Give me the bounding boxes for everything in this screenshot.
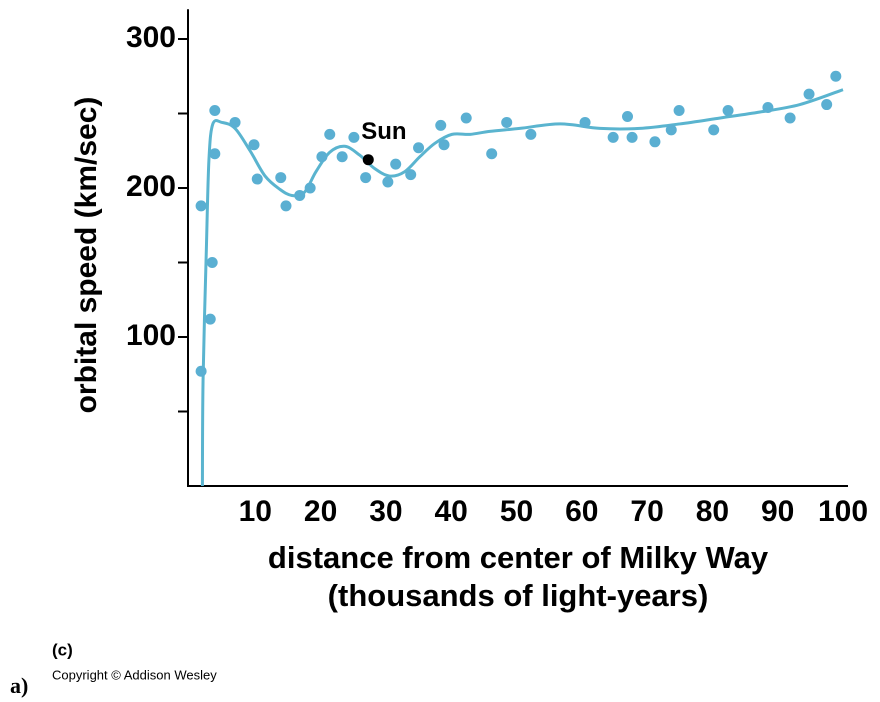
x-tick-label: 40 bbox=[435, 495, 468, 528]
data-point bbox=[649, 136, 661, 148]
x-axis-label: distance from center of Milky Way bbox=[268, 540, 769, 575]
x-axis-label: (thousands of light-years) bbox=[328, 578, 709, 613]
sun-label: Sun bbox=[361, 118, 406, 145]
data-point bbox=[438, 139, 450, 151]
data-point bbox=[821, 99, 833, 111]
data-point bbox=[413, 142, 425, 154]
data-point bbox=[708, 124, 720, 136]
x-tick-label: 80 bbox=[696, 495, 729, 528]
data-point bbox=[206, 257, 218, 268]
data-point bbox=[803, 88, 815, 100]
x-tick-label: 50 bbox=[500, 495, 533, 528]
x-tick-label: 70 bbox=[630, 495, 663, 528]
x-tick-label: 100 bbox=[818, 495, 868, 528]
data-point bbox=[294, 189, 306, 201]
x-tick-label: 60 bbox=[565, 495, 598, 528]
data-point bbox=[622, 110, 634, 122]
data-point bbox=[229, 116, 241, 128]
rotation-curve bbox=[200, 88, 844, 487]
data-point bbox=[336, 151, 348, 163]
data-point bbox=[209, 105, 221, 117]
data-point bbox=[784, 112, 796, 124]
data-point bbox=[626, 131, 638, 143]
panel-label: (c) bbox=[52, 640, 73, 659]
data-point bbox=[673, 105, 685, 117]
data-point bbox=[460, 112, 472, 124]
data-point bbox=[486, 148, 498, 160]
data-point bbox=[405, 169, 417, 181]
y-tick-label: 200 bbox=[126, 170, 176, 203]
data-point bbox=[280, 200, 292, 212]
data-point bbox=[360, 172, 372, 184]
sun-point bbox=[362, 154, 374, 166]
data-point bbox=[195, 365, 207, 377]
data-point bbox=[830, 70, 842, 82]
data-point bbox=[316, 151, 328, 163]
data-point bbox=[579, 116, 591, 128]
data-point bbox=[525, 128, 537, 140]
data-point bbox=[324, 128, 336, 140]
figure-label: a) bbox=[10, 673, 28, 698]
data-point bbox=[501, 116, 513, 128]
data-point bbox=[195, 200, 207, 212]
data-point bbox=[762, 102, 774, 114]
data-point bbox=[390, 158, 402, 170]
x-tick-label: 30 bbox=[369, 495, 402, 528]
y-tick-label: 100 bbox=[126, 319, 176, 352]
x-tick-label: 20 bbox=[304, 495, 337, 528]
data-point bbox=[382, 176, 394, 188]
data-point bbox=[304, 182, 316, 194]
data-point bbox=[435, 119, 447, 131]
data-point bbox=[722, 105, 734, 117]
copyright: Copyright © Addison Wesley bbox=[52, 667, 217, 682]
data-point bbox=[348, 131, 360, 143]
data-point bbox=[209, 148, 221, 160]
data-point bbox=[248, 139, 260, 151]
y-axis-label: orbital speed (km/sec) bbox=[70, 97, 103, 414]
x-tick-label: 10 bbox=[239, 495, 272, 528]
y-tick-label: 300 bbox=[126, 21, 176, 54]
data-point bbox=[251, 173, 263, 185]
data-point bbox=[665, 124, 677, 136]
data-point bbox=[204, 313, 216, 325]
data-point bbox=[275, 172, 287, 184]
x-tick-label: 90 bbox=[761, 495, 794, 528]
data-point bbox=[607, 131, 619, 143]
